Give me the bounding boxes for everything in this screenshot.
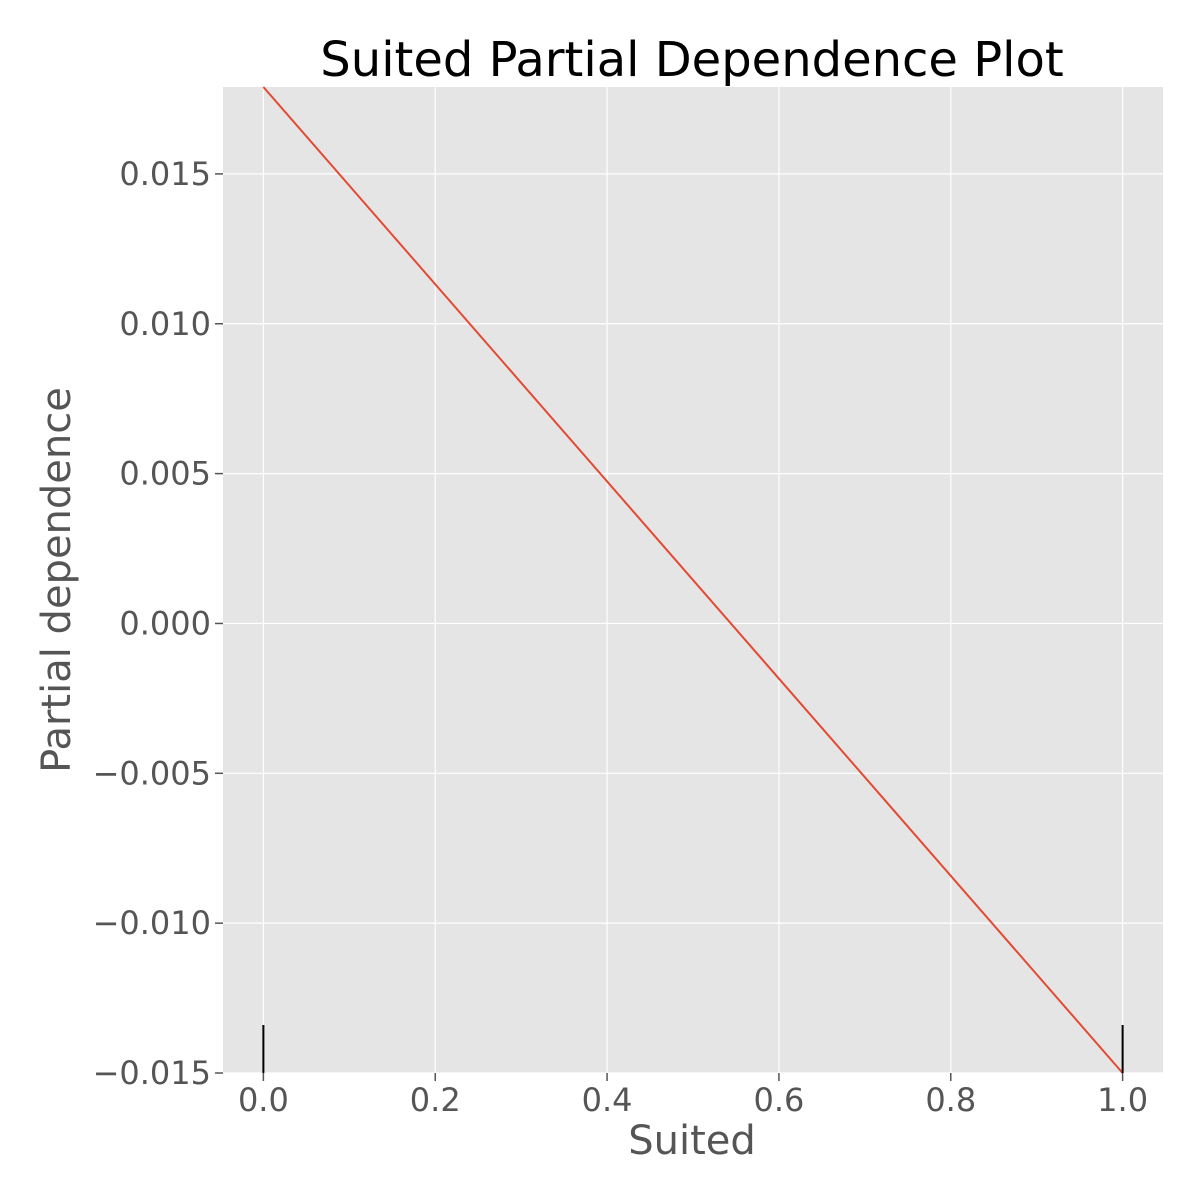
x-tick-label: 0.8 — [925, 1081, 976, 1119]
chart-title: Suited Partial Dependence Plot — [320, 32, 1063, 88]
series-line — [262, 86, 1124, 1074]
series-layer — [262, 86, 1124, 1074]
y-tick-label: −0.015 — [93, 1054, 211, 1092]
y-axis-label: Partial dependence — [34, 387, 80, 773]
x-tick-label: 1.0 — [1097, 1081, 1148, 1119]
rug-marks — [262, 1025, 1124, 1073]
y-tick-label: 0.000 — [119, 604, 211, 642]
x-axis: 0.0 0.2 0.4 0.6 0.8 1.0 — [238, 1073, 1148, 1119]
x-axis-label: Suited — [628, 1118, 756, 1164]
x-tick-label: 0.4 — [582, 1081, 633, 1119]
y-tick-label: −0.010 — [93, 904, 211, 942]
y-axis: 0.015 0.010 0.005 0.000 −0.005 −0.010 −0.015 — [93, 155, 223, 1092]
x-tick-label: 0.2 — [410, 1081, 461, 1119]
x-tick-label: 0.0 — [238, 1081, 289, 1119]
grid-lines — [223, 87, 1163, 1074]
x-tick-label: 0.6 — [753, 1081, 804, 1119]
y-tick-label: 0.015 — [119, 155, 211, 193]
y-tick-label: 0.010 — [119, 305, 211, 343]
y-tick-label: 0.005 — [119, 455, 211, 493]
y-tick-label: −0.005 — [93, 754, 211, 792]
